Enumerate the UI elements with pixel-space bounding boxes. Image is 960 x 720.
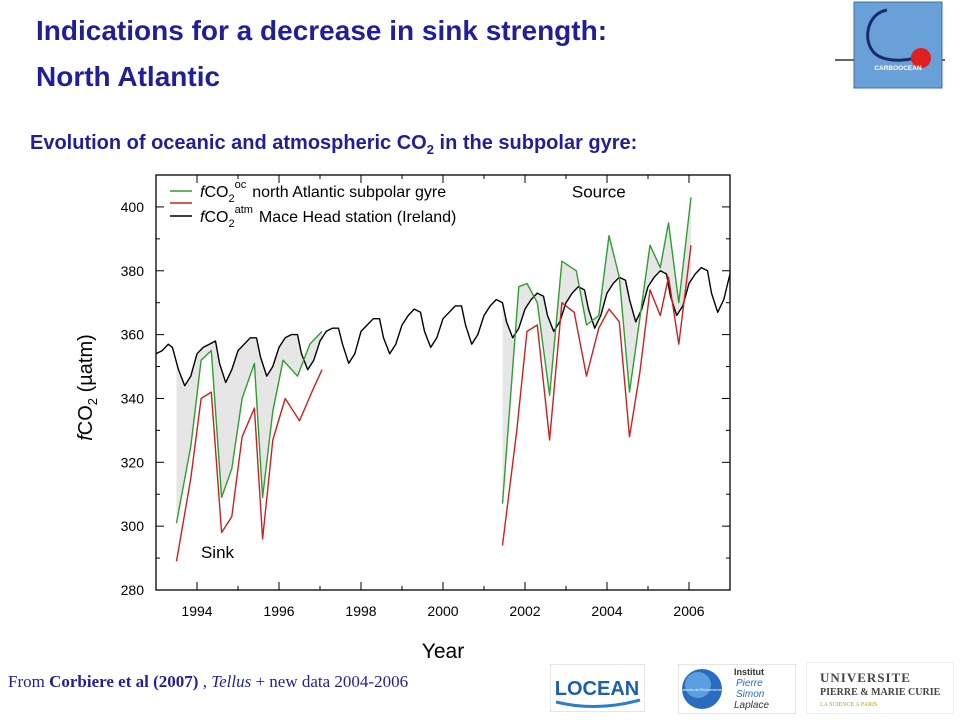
source-suffix: + new data 2004-2006 <box>251 672 409 691</box>
ipsl-line-3: Simon <box>736 689 765 700</box>
plot-frame <box>155 174 731 591</box>
upmc-line-3: LA SCIENCE A PARIS <box>820 702 877 708</box>
y-axis-label: fCO2 (µatm) <box>75 334 100 441</box>
y-tick-label: 380 <box>121 263 145 279</box>
ipsl-logo: Sciences de l'Environnement Institut Pie… <box>677 663 797 719</box>
page-title: Indications for a decrease in sink stren… <box>36 8 607 100</box>
legend-atmospheric-label: fCO2atm Mace Head station (Ireland) <box>200 204 456 230</box>
y-tick-label: 280 <box>121 582 145 598</box>
x-tick-label: 1994 <box>181 603 212 619</box>
source-citation: From Corbiere et al (2007) , Tellus + ne… <box>8 672 408 692</box>
ipsl-line-4: Laplace <box>734 700 769 711</box>
upmc-line-1: UNIVERSITE <box>820 670 911 685</box>
y-tick-label: 360 <box>121 327 145 343</box>
ipsl-line-1: Institut <box>734 667 764 677</box>
x-axis-label: Year <box>422 640 464 663</box>
series-line-ocean-red <box>175 369 323 562</box>
carboocean-text: CARBOOCEAN <box>874 65 922 72</box>
locean-text: LOCEAN <box>555 678 639 700</box>
upmc-logo: UNIVERSITE PIERRE & MARIE CURIE LA SCIEN… <box>805 661 955 719</box>
ipsl-line-2: Pierre <box>736 678 763 689</box>
y-tick-label: 300 <box>121 518 145 534</box>
carboocean-logo: CARBOOCEAN <box>835 0 945 92</box>
title-line-2: North Atlantic <box>36 61 221 92</box>
subtitle-subscript: 2 <box>426 142 434 157</box>
series-line-ocean-green <box>175 330 323 524</box>
subtitle-text: Evolution of oceanic and atmospheric CO <box>30 132 427 154</box>
source-authors: Corbiere et al (2007) <box>49 672 199 691</box>
x-tick-label: 2006 <box>673 603 704 619</box>
series-line-atmospheric <box>155 266 731 387</box>
annotation-source: Source <box>572 182 626 201</box>
locean-logo: LOCEAN <box>549 663 646 717</box>
chart-subtitle: Evolution of oceanic and atmospheric CO2… <box>30 132 637 157</box>
x-tick-label: 1998 <box>345 603 376 619</box>
x-tick-label: 2004 <box>591 603 622 619</box>
annotation-sink: Sink <box>201 543 235 562</box>
series-line-ocean-green <box>501 197 692 504</box>
y-tick-label: 400 <box>121 199 145 215</box>
source-separator: , <box>198 672 212 691</box>
x-tick-label: 2000 <box>427 603 458 619</box>
ipsl-small-text: Sciences de l'Environnement <box>679 688 724 692</box>
x-tick-label: 1996 <box>263 603 294 619</box>
title-line-1: Indications for a decrease in sink stren… <box>36 15 608 46</box>
source-prefix: From <box>8 672 50 691</box>
legend-ocean-label: fCO2oc north Atlantic subpolar gyre <box>200 179 446 205</box>
y-tick-label: 340 <box>121 390 145 406</box>
y-tick-label: 320 <box>121 454 145 470</box>
source-journal: Tellus <box>211 672 252 691</box>
series-line-ocean-red <box>501 245 692 546</box>
upmc-line-2: PIERRE & MARIE CURIE <box>820 687 941 698</box>
x-tick-label: 2002 <box>509 603 540 619</box>
subtitle-text-end: in the subpolar gyre: <box>433 132 638 154</box>
